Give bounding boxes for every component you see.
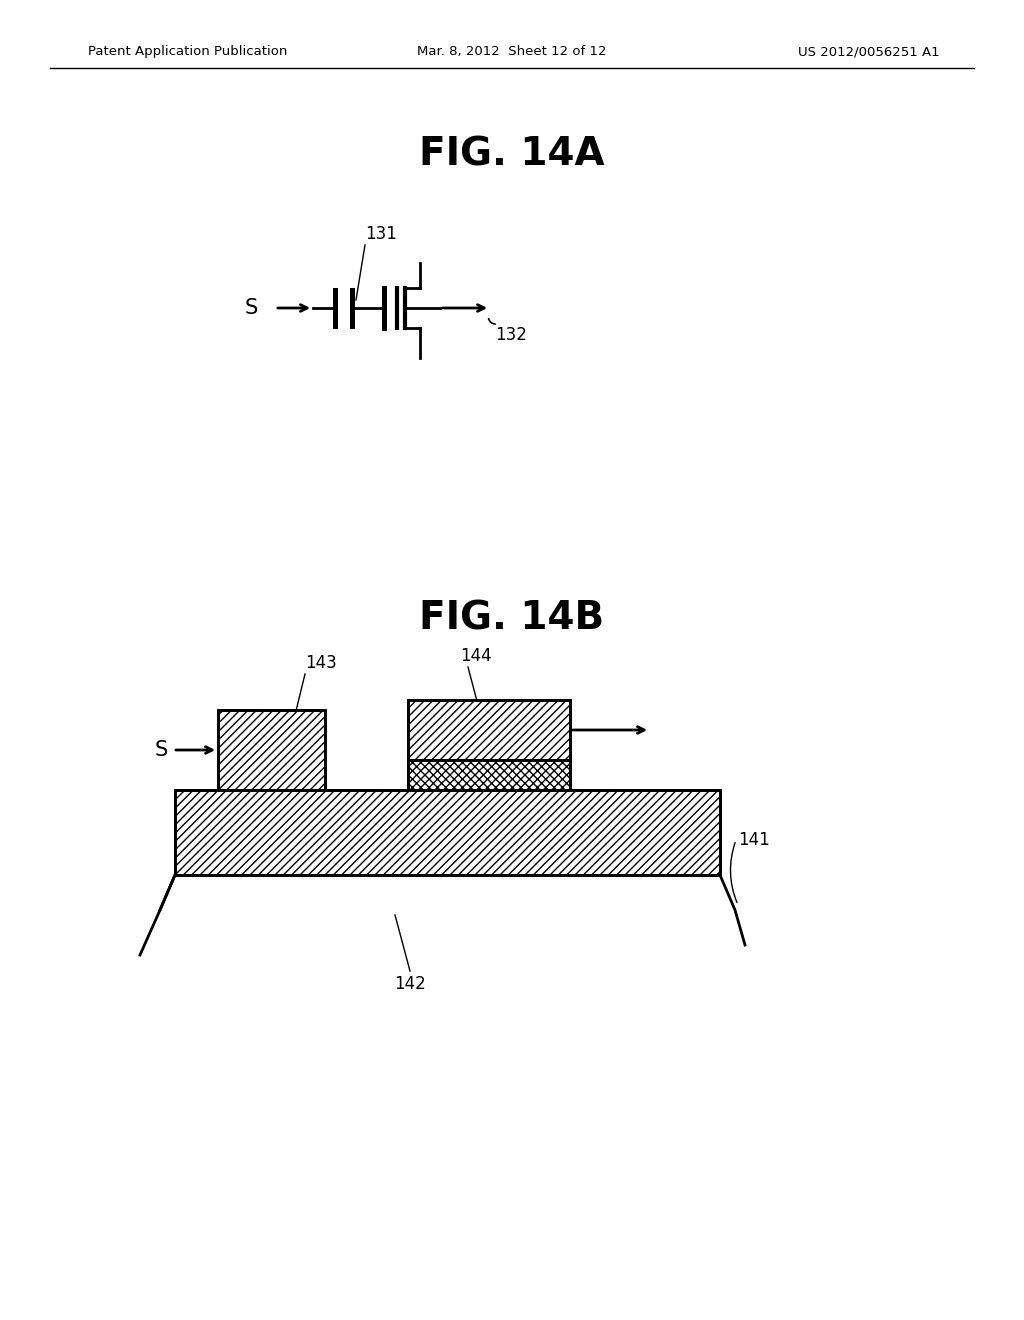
Bar: [408, 700, 570, 760]
Text: US 2012/0056251 A1: US 2012/0056251 A1: [799, 45, 940, 58]
Bar: [408, 700, 570, 789]
Text: S: S: [155, 741, 168, 760]
Text: 143: 143: [305, 653, 337, 672]
Text: FIG. 14A: FIG. 14A: [419, 136, 605, 174]
Text: 141: 141: [738, 832, 770, 849]
Text: Mar. 8, 2012  Sheet 12 of 12: Mar. 8, 2012 Sheet 12 of 12: [417, 45, 607, 58]
Text: FIG. 14B: FIG. 14B: [420, 599, 604, 638]
Bar: [218, 710, 325, 789]
Text: Patent Application Publication: Patent Application Publication: [88, 45, 288, 58]
Text: 132: 132: [495, 326, 527, 345]
Bar: [218, 710, 325, 789]
Text: 131: 131: [365, 224, 397, 243]
Text: 144: 144: [460, 647, 492, 665]
Bar: [408, 760, 570, 789]
Text: 142: 142: [394, 975, 426, 993]
Text: S: S: [245, 298, 258, 318]
Bar: [175, 789, 720, 875]
